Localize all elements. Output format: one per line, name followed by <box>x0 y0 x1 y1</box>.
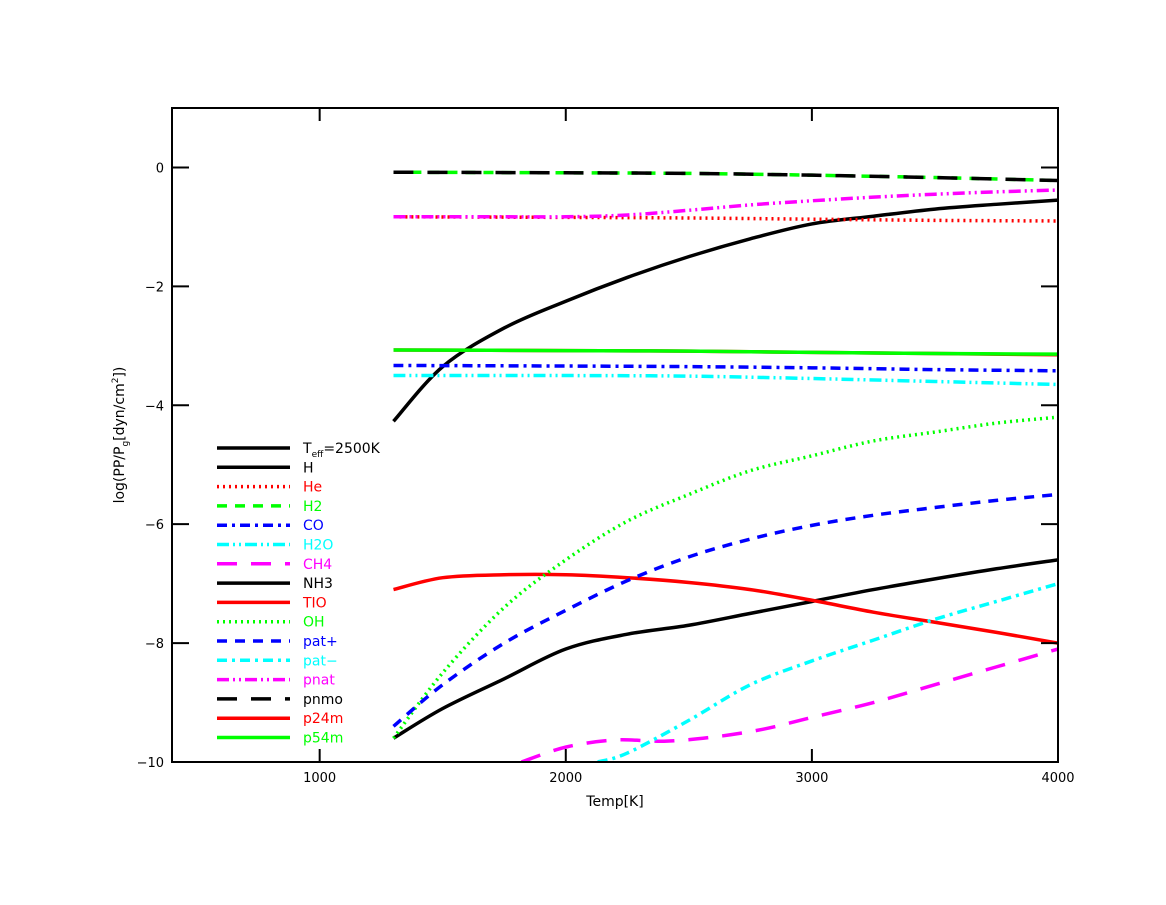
legend-label: p54m <box>303 731 343 747</box>
y-tick-label: −6 <box>145 518 164 533</box>
axis-ticks: 1000 2000 3000 4000 0 −2 −4 −6 −8 −10 <box>137 108 1075 786</box>
legend-label: CO <box>303 518 324 534</box>
legend-label: CH4 <box>303 557 332 573</box>
y-tick-label: −2 <box>145 280 164 295</box>
legend-label: OH <box>303 615 325 631</box>
x-tick-label: 2000 <box>549 771 582 786</box>
series-curves <box>392 170 1058 762</box>
series-line-TIO <box>393 572 1058 645</box>
x-tick-label: 1000 <box>303 771 336 786</box>
legend-label: pat+ <box>303 634 338 650</box>
y-axis-label: log(PP/Pg[dyn/cm2]) <box>111 367 131 504</box>
y-tick-label: −4 <box>145 399 164 414</box>
series-line-H <box>392 198 1058 423</box>
y-tick-label: −10 <box>137 756 164 771</box>
x-tick-label: 4000 <box>1041 771 1074 786</box>
legend-label: pnmo <box>303 692 343 708</box>
series-line-pat− <box>597 581 1058 762</box>
series-line-pat+ <box>392 492 1058 728</box>
legend-label: He <box>303 480 322 496</box>
legend-label: p24m <box>303 711 343 727</box>
series-line-OH <box>392 415 1058 740</box>
y-tick-label: 0 <box>156 161 164 176</box>
series-line-CO <box>393 363 1058 373</box>
legend-label: H2 <box>303 499 322 515</box>
legend-label: pat− <box>303 653 338 669</box>
series-line-pnmo <box>393 170 1058 183</box>
plot-frame <box>171 107 1059 763</box>
legend-label: TIO <box>302 595 327 611</box>
series-line-p54m <box>393 348 1058 356</box>
legend-label: NH3 <box>303 576 333 592</box>
x-axis-label: Temp[K] <box>585 794 643 810</box>
series-line-H2 <box>393 170 1058 183</box>
legend-label: H2O <box>303 538 333 554</box>
series-line-He <box>393 215 1058 223</box>
legend-label: Teff=2500K <box>302 441 381 460</box>
series-line-CH4 <box>520 647 1058 762</box>
x-tick-label: 3000 <box>795 771 828 786</box>
series-line-pnat <box>393 188 1058 219</box>
legend-label: pnat <box>303 673 335 689</box>
series-line-H2O <box>393 373 1058 387</box>
y-tick-label: −8 <box>145 637 164 652</box>
legend-label: H <box>303 460 314 476</box>
series-line-NH3 <box>392 558 1058 740</box>
